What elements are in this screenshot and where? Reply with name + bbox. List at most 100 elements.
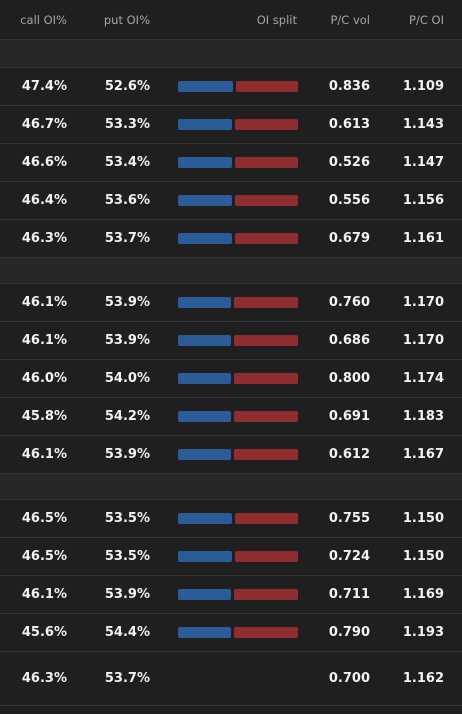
table-row — [0, 538, 462, 576]
table-row — [0, 652, 462, 706]
column-header: put OI% — [103, 13, 150, 27]
call-bar — [178, 551, 232, 562]
call-bar — [178, 335, 232, 346]
put-bar — [233, 627, 298, 638]
cell-value: 0.691 — [328, 409, 370, 424]
cell-value: 0.700 — [328, 671, 370, 686]
put-bar — [234, 297, 298, 308]
cell-value: 54.2% — [104, 409, 150, 424]
call-bar — [178, 195, 232, 206]
put-bar — [234, 551, 298, 562]
put-bar — [234, 335, 298, 346]
column-header: call OI% — [20, 13, 67, 27]
table-row — [0, 322, 462, 360]
cell-value: 0.755 — [328, 511, 370, 526]
table-row — [0, 576, 462, 614]
cell-value: 53.3% — [104, 117, 150, 132]
put-bar — [234, 157, 298, 168]
table-row — [0, 398, 462, 436]
group-separator — [0, 40, 462, 68]
cell-value: 47.4% — [21, 79, 67, 94]
cell-value: 54.4% — [104, 625, 150, 640]
cell-value: 1.161 — [402, 231, 444, 246]
header-row — [0, 0, 462, 40]
cell-value: 46.1% — [21, 587, 67, 602]
call-bar — [178, 449, 232, 460]
call-bar — [178, 119, 233, 130]
cell-value: 46.1% — [21, 333, 67, 348]
table-row — [0, 106, 462, 144]
call-bar — [178, 157, 232, 168]
cell-value: 45.8% — [21, 409, 67, 424]
call-bar — [178, 513, 232, 524]
cell-value: 1.183 — [402, 409, 444, 424]
cell-value: 53.7% — [104, 671, 150, 686]
cell-value: 1.150 — [402, 511, 444, 526]
cell-value: 1.193 — [402, 625, 444, 640]
cell-value: 0.612 — [328, 447, 370, 462]
cell-value: 0.724 — [328, 549, 370, 564]
table-row — [0, 220, 462, 258]
cell-value: 0.711 — [328, 587, 370, 602]
table-row — [0, 68, 462, 106]
cell-value: 53.9% — [104, 333, 150, 348]
cell-value: 46.1% — [21, 447, 67, 462]
cell-value: 1.167 — [402, 447, 444, 462]
cell-value: 53.7% — [104, 231, 150, 246]
put-bar — [235, 119, 298, 130]
cell-value: 0.686 — [328, 333, 370, 348]
cell-value: 46.1% — [21, 295, 67, 310]
call-bar — [178, 81, 233, 92]
cell-value: 53.5% — [104, 549, 150, 564]
put-bar — [234, 233, 298, 244]
cell-value: 54.0% — [104, 371, 150, 386]
cell-value: 46.5% — [21, 549, 67, 564]
column-header: P/C vol — [330, 13, 370, 27]
call-bar — [178, 373, 232, 384]
put-bar — [235, 81, 298, 92]
cell-value: 53.4% — [104, 155, 150, 170]
cell-value: 46.4% — [21, 193, 67, 208]
cell-value: 0.800 — [328, 371, 370, 386]
put-bar — [234, 449, 298, 460]
cell-value: 53.9% — [104, 447, 150, 462]
table-row — [0, 182, 462, 220]
put-bar — [234, 195, 298, 206]
cell-value: 46.0% — [21, 371, 67, 386]
cell-value: 52.6% — [104, 79, 150, 94]
cell-value: 53.9% — [104, 587, 150, 602]
call-bar — [178, 297, 232, 308]
cell-value: 0.556 — [328, 193, 370, 208]
cell-value: 1.143 — [402, 117, 444, 132]
table-row — [0, 436, 462, 474]
cell-value: 1.162 — [402, 671, 444, 686]
call-bar — [178, 411, 231, 422]
cell-value: 53.6% — [104, 193, 150, 208]
group-separator — [0, 258, 462, 284]
cell-value: 46.3% — [21, 671, 67, 686]
put-bar — [234, 513, 298, 524]
cell-value: 1.170 — [402, 333, 444, 348]
cell-value: 1.170 — [402, 295, 444, 310]
cell-value: 0.613 — [328, 117, 370, 132]
cell-value: 1.174 — [402, 371, 444, 386]
table-row — [0, 284, 462, 322]
cell-value: 0.526 — [328, 155, 370, 170]
column-header: P/C OI — [409, 13, 444, 27]
table-row — [0, 360, 462, 398]
cell-value: 1.109 — [402, 79, 444, 94]
cell-value: 1.150 — [402, 549, 444, 564]
call-bar — [178, 233, 232, 244]
group-separator — [0, 474, 462, 500]
cell-value: 46.7% — [21, 117, 67, 132]
cell-value: 46.6% — [21, 155, 67, 170]
cell-value: 46.5% — [21, 511, 67, 526]
table-row — [0, 500, 462, 538]
cell-value: 1.147 — [402, 155, 444, 170]
table-row — [0, 144, 462, 182]
cell-value: 45.6% — [21, 625, 67, 640]
put-bar — [234, 373, 298, 384]
cell-value: 0.679 — [328, 231, 370, 246]
cell-value: 0.790 — [328, 625, 370, 640]
cell-value: 53.5% — [104, 511, 150, 526]
